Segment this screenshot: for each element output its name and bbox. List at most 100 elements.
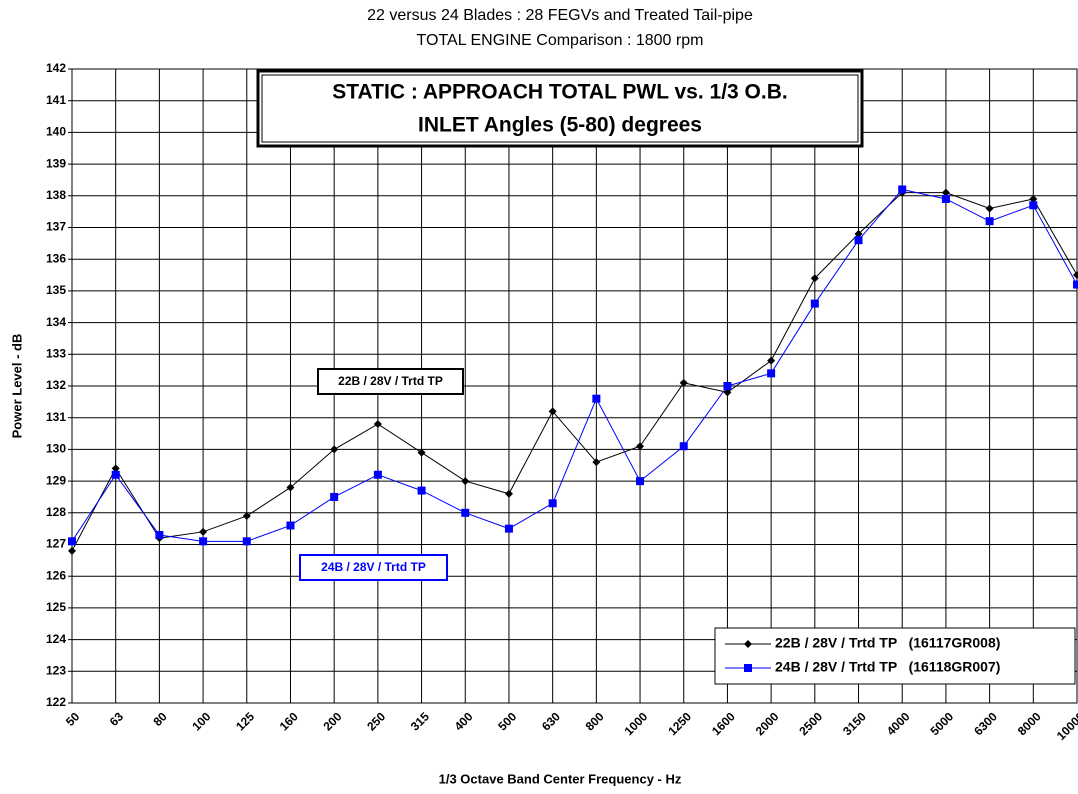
inner-title: INLET Angles (5-80) degrees: [418, 114, 702, 137]
y-tick-label: 130: [46, 442, 66, 456]
marker: [854, 236, 863, 245]
marker: [767, 356, 776, 365]
marker: [723, 382, 732, 390]
marker: [242, 511, 251, 520]
y-axis-label: Power Level - dB: [9, 334, 24, 439]
x-tick-label: 63: [107, 709, 127, 729]
series-line: [71, 192, 1078, 552]
y-tick-label: 137: [46, 220, 66, 234]
x-tick-label: 10000: [1054, 709, 1078, 743]
x-tick-label: 250: [364, 709, 388, 733]
y-tick-label: 127: [46, 537, 66, 551]
y-tick-label: 138: [46, 188, 66, 202]
y-tick-label: 139: [46, 156, 66, 170]
marker: [1029, 201, 1038, 210]
marker: [1073, 271, 1078, 280]
marker: [810, 274, 819, 283]
marker: [1073, 280, 1078, 289]
marker: [679, 442, 688, 451]
marker: [723, 388, 732, 397]
title-box-inner: [261, 74, 859, 143]
y-tick-label: 142: [46, 61, 66, 75]
marker: [898, 185, 907, 194]
y-tick-label: 141: [46, 93, 66, 107]
marker: [548, 407, 557, 416]
y-tick-label: 125: [46, 600, 66, 614]
x-tick-label: 3150: [840, 709, 869, 738]
annotation: 24B / 28V / Trtd TP: [321, 560, 426, 574]
y-tick-label: 136: [46, 251, 66, 265]
x-tick-label: 5000: [927, 709, 956, 738]
annotation-box: [317, 368, 464, 395]
y-tick-label: 129: [46, 473, 66, 487]
x-tick-label: 160: [277, 709, 301, 733]
x-tick-label: 1600: [709, 709, 738, 738]
series-line: [71, 188, 1078, 542]
y-tick-label: 128: [46, 505, 66, 519]
y-tick-label: 122: [46, 695, 66, 709]
x-tick-label: 80: [150, 709, 170, 729]
marker: [199, 527, 208, 536]
marker: [985, 217, 994, 226]
legend-label: 22B / 28V / Trtd TP (16117GR008): [775, 635, 1000, 651]
x-axis-label: 1/3 Octave Band Center Frequency - Hz: [439, 771, 682, 786]
x-tick-label: 2500: [796, 709, 825, 738]
marker: [767, 369, 776, 378]
x-tick-label: 630: [539, 709, 563, 733]
x-tick-label: 200: [320, 709, 344, 733]
x-tick-label: 6300: [971, 709, 1000, 738]
chart-title: 22 versus 24 Blades : 28 FEGVs and Treat…: [367, 7, 753, 24]
y-tick-label: 124: [46, 632, 66, 646]
y-tick-label: 131: [46, 410, 66, 424]
marker: [417, 486, 426, 495]
marker: [111, 464, 120, 473]
title-box: [256, 69, 864, 148]
marker: [155, 530, 164, 539]
marker: [286, 521, 295, 530]
marker: [68, 537, 76, 546]
marker: [504, 524, 513, 533]
x-tick-label: 4000: [884, 709, 913, 738]
marker: [461, 508, 470, 517]
legend-box: [714, 627, 1076, 685]
chart-title: TOTAL ENGINE Comparison : 1800 rpm: [417, 32, 704, 49]
y-tick-label: 140: [46, 125, 66, 139]
x-tick-label: 400: [452, 709, 476, 733]
marker: [373, 470, 382, 479]
x-tick-label: 500: [495, 709, 519, 733]
marker: [941, 188, 950, 197]
legend-label: 24B / 28V / Trtd TP (16118GR007): [775, 659, 1000, 675]
legend-marker: [744, 664, 752, 672]
marker: [636, 477, 645, 486]
annotation-box: [299, 554, 448, 581]
x-tick-label: 2000: [753, 709, 782, 738]
marker: [985, 204, 994, 213]
x-tick-label: 1250: [665, 709, 694, 738]
x-tick-label: 1000: [622, 709, 651, 738]
y-tick-label: 132: [46, 378, 66, 392]
y-tick-label: 123: [46, 663, 66, 677]
marker: [592, 394, 601, 403]
marker: [417, 448, 426, 457]
marker: [330, 492, 339, 501]
marker: [1029, 194, 1038, 203]
marker: [461, 477, 470, 486]
marker: [373, 420, 382, 429]
marker: [636, 442, 645, 451]
marker: [592, 458, 601, 467]
x-tick-label: 50: [63, 709, 83, 729]
plot-border: [71, 68, 1078, 704]
legend-marker: [744, 640, 752, 648]
x-tick-label: 315: [408, 709, 432, 733]
y-tick-label: 134: [46, 315, 66, 329]
y-tick-label: 135: [46, 283, 66, 297]
marker: [330, 445, 339, 454]
marker: [548, 499, 557, 508]
x-tick-label: 800: [583, 709, 607, 733]
marker: [286, 483, 295, 492]
y-tick-label: 133: [46, 346, 66, 360]
x-tick-label: 100: [189, 709, 213, 733]
marker: [810, 299, 819, 308]
y-tick-label: 126: [46, 568, 66, 582]
